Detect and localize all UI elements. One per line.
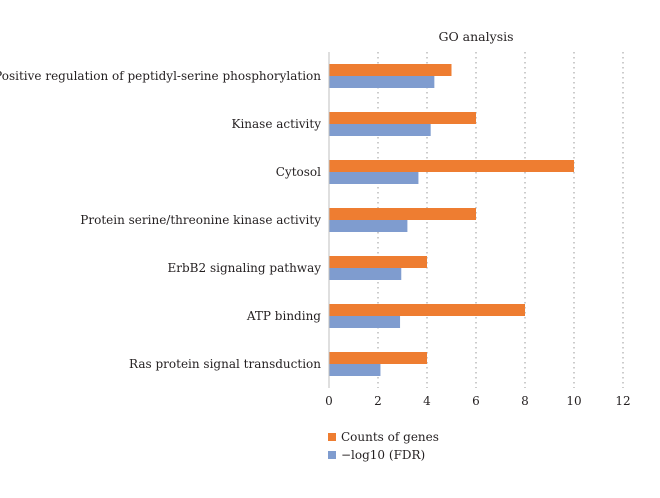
category-label: Ras protein signal transduction (129, 357, 321, 371)
grid-lines (377, 52, 624, 388)
legend-label-log10-fdr: −log10 (FDR) (341, 448, 425, 462)
category-label: ATP binding (246, 309, 321, 323)
x-tick-label: 8 (521, 394, 529, 408)
bar-counts-of-genes (329, 160, 574, 172)
bar-log10-fdr (329, 364, 381, 376)
bar-log10-fdr (329, 316, 401, 328)
category-label: Kinase activity (231, 117, 321, 131)
bars (329, 64, 574, 376)
bar-counts-of-genes (329, 64, 452, 76)
x-tick-label: 4 (423, 394, 431, 408)
legend-label-counts-of-genes: Counts of genes (341, 430, 439, 444)
bar-log10-fdr (329, 268, 402, 280)
legend-swatch-log10-fdr (328, 451, 336, 459)
category-label: ErbB2 signaling pathway (168, 261, 322, 275)
x-tick-label: 12 (615, 394, 630, 408)
category-labels: Positive regulation of peptidyl-serine p… (0, 69, 321, 371)
legend-swatch-counts-of-genes (328, 433, 336, 441)
bar-counts-of-genes (329, 352, 427, 364)
x-tick-label: 10 (566, 394, 581, 408)
bar-log10-fdr (329, 220, 408, 232)
legend: Counts of genes −log10 (FDR) (328, 430, 439, 462)
x-tick-labels: 0 2 4 6 8 10 12 (325, 394, 630, 408)
bar-counts-of-genes (329, 304, 525, 316)
category-label: Positive regulation of peptidyl-serine p… (0, 69, 321, 83)
bar-log10-fdr (329, 76, 435, 88)
x-tick-label: 0 (325, 394, 333, 408)
bar-counts-of-genes (329, 256, 427, 268)
category-label: Cytosol (276, 165, 321, 179)
x-tick-label: 6 (472, 394, 480, 408)
chart-title: GO analysis (438, 29, 513, 44)
bar-log10-fdr (329, 124, 431, 136)
bar-counts-of-genes (329, 208, 476, 220)
x-tick-label: 2 (374, 394, 382, 408)
bar-log10-fdr (329, 172, 419, 184)
category-label: Protein serine/threonine kinase activity (80, 213, 321, 227)
bar-counts-of-genes (329, 112, 476, 124)
